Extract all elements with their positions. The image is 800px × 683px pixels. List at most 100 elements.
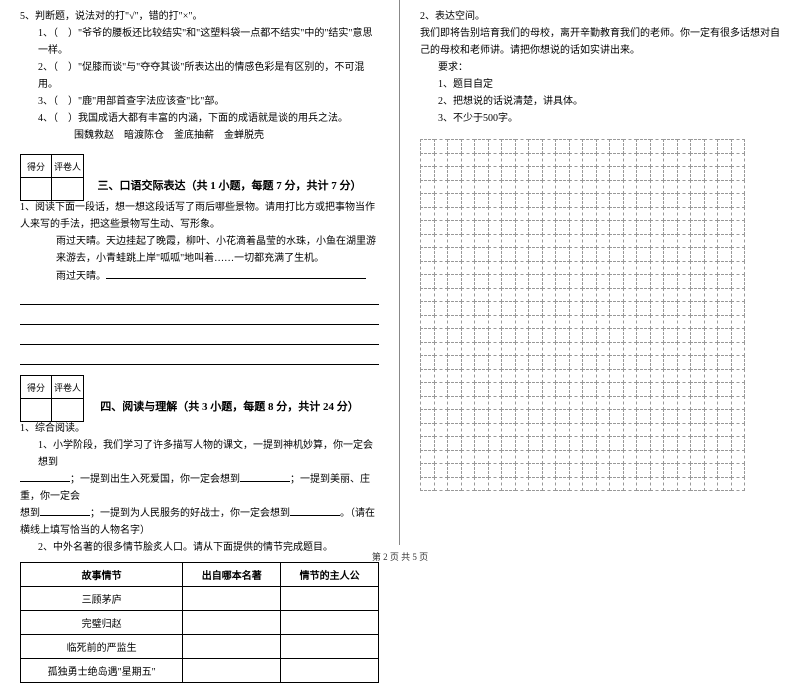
grid-cell[interactable] [528, 247, 543, 262]
grid-cell[interactable] [501, 153, 516, 168]
grid-cell[interactable] [515, 153, 530, 168]
grid-cell[interactable] [461, 207, 476, 222]
grid-cell[interactable] [731, 342, 746, 357]
q5-item-1[interactable]: 1、（ ）"爷爷的腰板还比较结实"和"这塑料袋一点都不结实"中的"结实"意思一样… [20, 25, 379, 59]
grid-cell[interactable] [474, 450, 489, 465]
grid-cell[interactable] [569, 328, 584, 343]
grid-cell[interactable] [569, 409, 584, 424]
grid-cell[interactable] [542, 436, 557, 451]
grid-cell[interactable] [501, 355, 516, 370]
grid-cell[interactable] [609, 301, 624, 316]
grid-cell[interactable] [447, 436, 462, 451]
grid-cell[interactable] [704, 207, 719, 222]
grid-cell[interactable] [555, 396, 570, 411]
grid-cell[interactable] [542, 355, 557, 370]
grid-cell[interactable] [609, 153, 624, 168]
grid-cell[interactable] [731, 328, 746, 343]
grid-cell[interactable] [690, 207, 705, 222]
grid-cell[interactable] [542, 207, 557, 222]
grid-cell[interactable] [528, 423, 543, 438]
grid-cell[interactable] [488, 382, 503, 397]
fill-1[interactable] [20, 471, 70, 482]
cell-r2c2[interactable] [183, 611, 281, 635]
grid-cell[interactable] [488, 301, 503, 316]
grid-cell[interactable] [474, 369, 489, 384]
grid-cell[interactable] [461, 436, 476, 451]
grid-cell[interactable] [677, 409, 692, 424]
grid-cell[interactable] [704, 220, 719, 235]
grid-cell[interactable] [461, 220, 476, 235]
grid-cell[interactable] [717, 382, 732, 397]
grid-cell[interactable] [623, 166, 638, 181]
grid-cell[interactable] [717, 180, 732, 195]
grid-cell[interactable] [434, 288, 449, 303]
grid-cell[interactable] [569, 315, 584, 330]
grid-cell[interactable] [677, 301, 692, 316]
grid-cell[interactable] [717, 139, 732, 154]
grid-cell[interactable] [582, 328, 597, 343]
grid-cell[interactable] [609, 166, 624, 181]
grid-cell[interactable] [582, 450, 597, 465]
grid-cell[interactable] [528, 463, 543, 478]
grid-cell[interactable] [663, 355, 678, 370]
grid-cell[interactable] [636, 436, 651, 451]
grid-cell[interactable] [596, 220, 611, 235]
grid-cell[interactable] [420, 193, 435, 208]
grid-cell[interactable] [677, 328, 692, 343]
grid-cell[interactable] [461, 396, 476, 411]
grid-cell[interactable] [609, 193, 624, 208]
grid-cell[interactable] [609, 450, 624, 465]
grid-cell[interactable] [420, 355, 435, 370]
q5-item-2[interactable]: 2、（ ）"促膝而谈"与"夺夺其谈"所表达出的情感色彩是有区别的，不可混用。 [20, 59, 379, 93]
grid-cell[interactable] [636, 342, 651, 357]
grid-cell[interactable] [623, 261, 638, 276]
grid-cell[interactable] [555, 301, 570, 316]
grid-cell[interactable] [717, 423, 732, 438]
grid-cell[interactable] [636, 247, 651, 262]
grid-cell[interactable] [542, 301, 557, 316]
grid-cell[interactable] [609, 382, 624, 397]
grid-cell[interactable] [623, 409, 638, 424]
grid-cell[interactable] [650, 166, 665, 181]
grid-cell[interactable] [515, 234, 530, 249]
grid-cell[interactable] [596, 328, 611, 343]
grid-cell[interactable] [569, 193, 584, 208]
grid-cell[interactable] [488, 409, 503, 424]
grid-cell[interactable] [609, 396, 624, 411]
grid-cell[interactable] [650, 288, 665, 303]
grid-cell[interactable] [528, 396, 543, 411]
grid-cell[interactable] [569, 274, 584, 289]
grid-cell[interactable] [434, 342, 449, 357]
grid-cell[interactable] [650, 423, 665, 438]
grid-cell[interactable] [528, 261, 543, 276]
grid-cell[interactable] [636, 382, 651, 397]
grid-cell[interactable] [461, 288, 476, 303]
grid-cell[interactable] [461, 463, 476, 478]
grid-cell[interactable] [731, 220, 746, 235]
grid-cell[interactable] [582, 342, 597, 357]
grid-cell[interactable] [623, 234, 638, 249]
grid-cell[interactable] [461, 423, 476, 438]
grid-cell[interactable] [717, 274, 732, 289]
grid-cell[interactable] [650, 477, 665, 492]
grid-cell[interactable] [731, 315, 746, 330]
grid-cell[interactable] [420, 180, 435, 195]
grid-cell[interactable] [555, 315, 570, 330]
grid-cell[interactable] [609, 423, 624, 438]
grid-cell[interactable] [704, 450, 719, 465]
grid-cell[interactable] [609, 139, 624, 154]
grid-cell[interactable] [704, 153, 719, 168]
grid-cell[interactable] [582, 193, 597, 208]
grid-cell[interactable] [501, 463, 516, 478]
grid-cell[interactable] [515, 477, 530, 492]
grid-cell[interactable] [555, 436, 570, 451]
grid-cell[interactable] [420, 342, 435, 357]
grid-cell[interactable] [704, 180, 719, 195]
grid-cell[interactable] [609, 342, 624, 357]
grid-cell[interactable] [420, 207, 435, 222]
grid-cell[interactable] [461, 369, 476, 384]
grid-cell[interactable] [663, 342, 678, 357]
grid-cell[interactable] [515, 139, 530, 154]
grid-cell[interactable] [569, 463, 584, 478]
grid-cell[interactable] [582, 477, 597, 492]
